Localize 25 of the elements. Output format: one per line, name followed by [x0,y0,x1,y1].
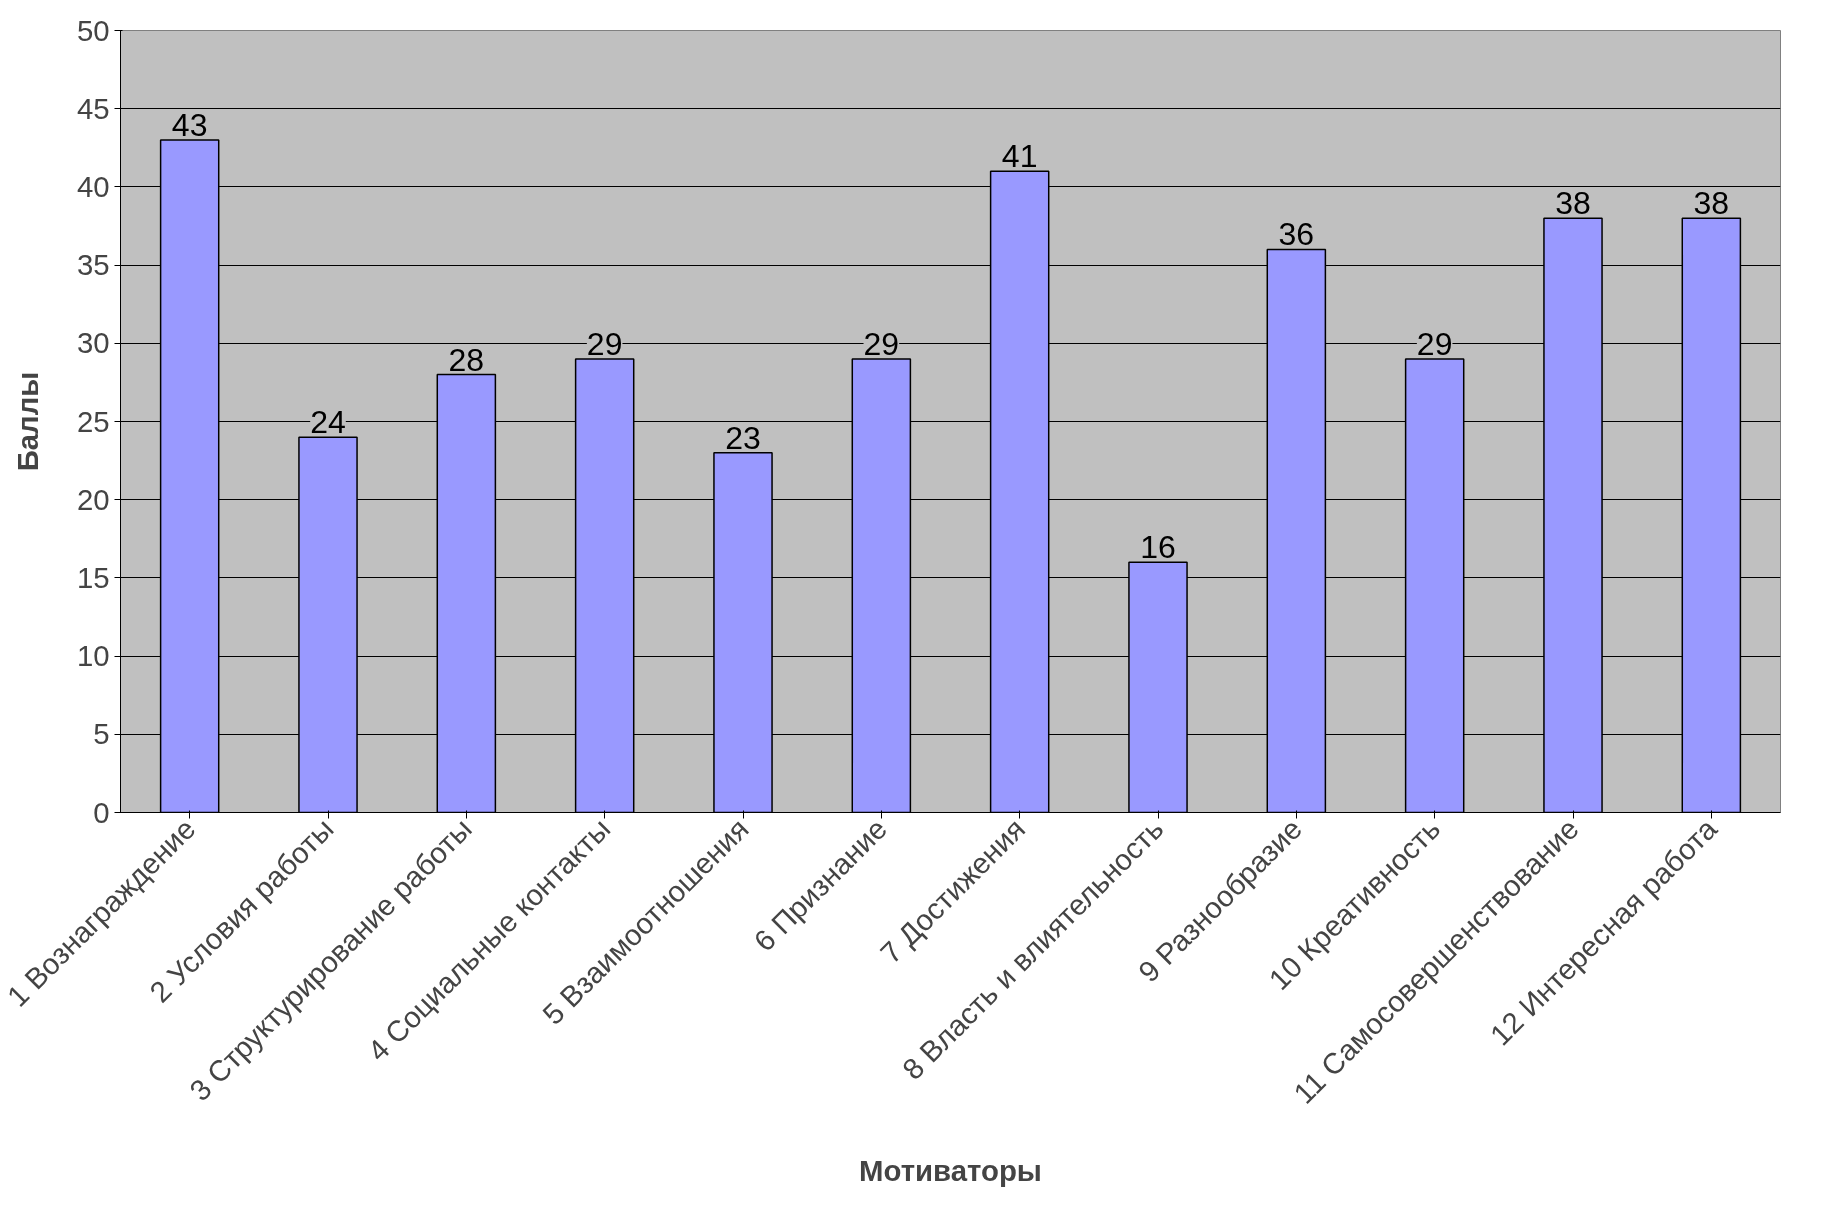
data-label: 28 [448,341,485,378]
data-label: 38 [1555,185,1591,222]
data-label: 29 [586,325,623,362]
x-axis-title: Мотиваторы [859,1154,1042,1188]
data-label: 16 [1140,529,1176,566]
data-label: 38 [1693,185,1730,222]
data-label: 29 [863,325,900,362]
y-tick-label: 50 [76,13,110,47]
data-label: 36 [1278,216,1315,253]
data-label: 23 [725,419,761,456]
y-tick-label: 15 [76,560,110,594]
y-tick-label: 10 [76,639,110,673]
y-tick-label: 40 [76,169,110,203]
data-label: 24 [310,404,346,441]
y-tick-label: 5 [93,717,110,751]
y-axis-title: Баллы [10,371,44,472]
y-tick-label: 20 [76,482,110,516]
y-tick-label: 45 [76,91,110,125]
data-label: 41 [1001,138,1038,175]
y-tick-label: 30 [76,326,110,360]
data-label: 29 [1416,325,1453,362]
y-tick-label: 0 [93,795,110,829]
data-label: 43 [171,106,208,143]
y-tick-label: 25 [76,404,110,438]
y-tick-label: 35 [76,248,110,282]
